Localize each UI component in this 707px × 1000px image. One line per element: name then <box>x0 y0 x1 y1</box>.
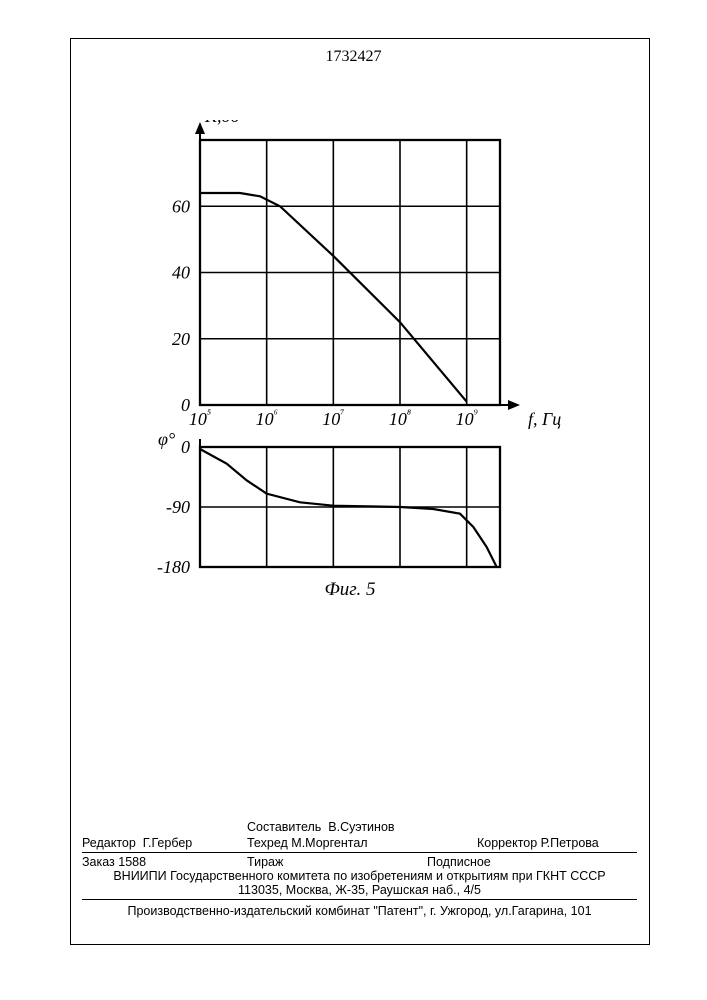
order-label: Заказ <box>82 855 115 869</box>
svg-text:Фиг. 5: Фиг. 5 <box>325 579 376 600</box>
corrector-label: Корректор <box>477 836 537 850</box>
credits-block: Составитель В.Суэтинов Редактор Г.Гербер… <box>82 820 637 918</box>
svg-text:40: 40 <box>172 263 190 283</box>
svg-text:10⁹: 10⁹ <box>456 407 478 429</box>
printer-line: Производственно-издательский комбинат "П… <box>82 904 637 918</box>
bode-plot-svg: 020406010⁵10⁶10⁷10⁸10⁹К,дбf, Гц0-90-180φ… <box>145 120 565 620</box>
svg-text:60: 60 <box>172 196 190 216</box>
order-number: 1588 <box>118 855 146 869</box>
tirazh-label: Тираж <box>247 855 283 869</box>
document-number: 1732427 <box>0 48 707 66</box>
divider-2 <box>82 899 637 900</box>
divider-1 <box>82 852 637 853</box>
svg-text:-180: -180 <box>157 557 190 577</box>
institution-line2: 113035, Москва, Ж-35, Раушская наб., 4/5 <box>82 883 637 897</box>
svg-text:φ°: φ° <box>158 429 175 449</box>
corrector-name: Р.Петрова <box>541 836 599 850</box>
svg-text:10⁶: 10⁶ <box>256 407 278 429</box>
techred-name: М.Моргентал <box>291 836 367 850</box>
svg-text:f, Гц: f, Гц <box>528 409 561 429</box>
figure-5: 020406010⁵10⁶10⁷10⁸10⁹К,дбf, Гц0-90-180φ… <box>145 120 565 620</box>
svg-text:10⁷: 10⁷ <box>322 407 344 429</box>
editor-name: Г.Гербер <box>143 836 192 850</box>
svg-text:К,дб: К,дб <box>204 120 241 126</box>
compiler-label: Составитель <box>247 820 321 834</box>
techred-label: Техред <box>247 836 288 850</box>
svg-text:10⁵: 10⁵ <box>189 407 211 429</box>
svg-text:-90: -90 <box>166 497 190 517</box>
institution-line1: ВНИИПИ Государственного комитета по изоб… <box>82 869 637 883</box>
compiler-name: В.Суэтинов <box>328 820 394 834</box>
editor-label: Редактор <box>82 836 136 850</box>
svg-text:10⁸: 10⁸ <box>389 407 411 429</box>
podpisnoe: Подписное <box>427 855 491 869</box>
svg-text:20: 20 <box>172 329 190 349</box>
svg-text:0: 0 <box>181 437 190 457</box>
